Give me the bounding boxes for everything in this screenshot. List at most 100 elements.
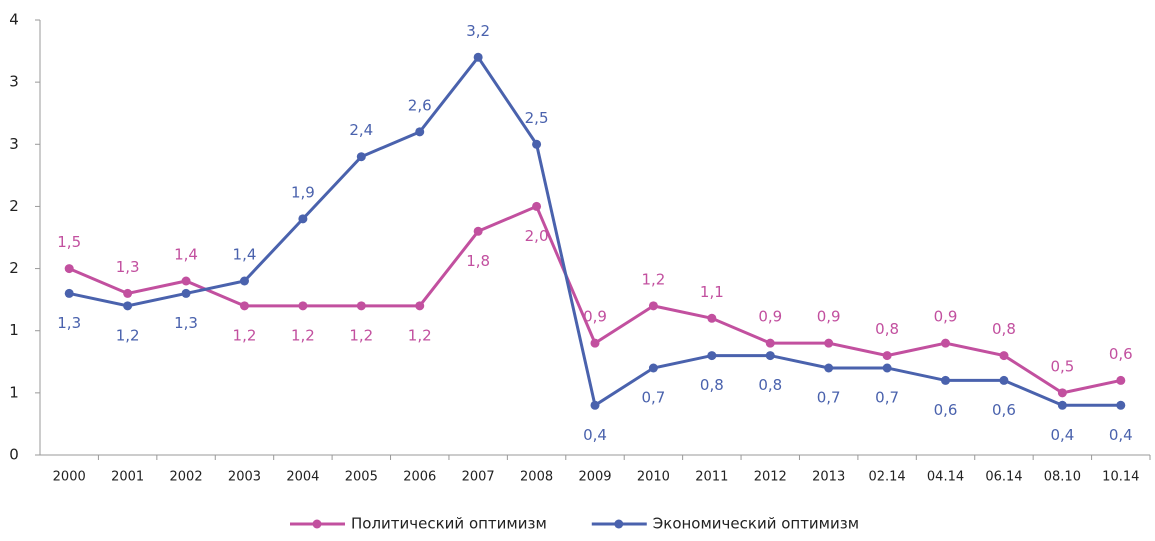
value-label: 0,6 bbox=[1109, 345, 1133, 363]
y-tick-label: 4 bbox=[9, 11, 19, 29]
point bbox=[356, 301, 366, 311]
value-label: 1,3 bbox=[116, 258, 140, 276]
value-label: 1,8 bbox=[466, 252, 490, 270]
point bbox=[999, 375, 1009, 385]
value-label: 0,6 bbox=[934, 401, 958, 419]
value-label: 0,8 bbox=[992, 320, 1016, 338]
y-tick-label: 3 bbox=[9, 73, 19, 91]
y-tick-label: 2 bbox=[9, 197, 19, 215]
point bbox=[298, 214, 308, 224]
y-tick-label: 3 bbox=[9, 135, 19, 153]
value-label: 1,2 bbox=[233, 326, 257, 344]
point bbox=[239, 276, 249, 286]
point bbox=[824, 338, 834, 348]
point bbox=[123, 288, 133, 298]
point bbox=[1116, 375, 1126, 385]
value-label: 1,2 bbox=[641, 270, 665, 288]
value-label: 0,6 bbox=[992, 401, 1016, 419]
x-tick-label: 2008 bbox=[520, 470, 553, 485]
value-label: 0,7 bbox=[641, 389, 665, 407]
value-label: 0,8 bbox=[758, 376, 782, 394]
point bbox=[532, 201, 542, 211]
point bbox=[882, 363, 892, 373]
point bbox=[473, 226, 483, 236]
x-tick-label: 04.14 bbox=[927, 470, 964, 485]
y-tick-label: 0 bbox=[9, 446, 19, 464]
point bbox=[181, 276, 191, 286]
value-label: 0,9 bbox=[583, 308, 607, 326]
value-label: 0,8 bbox=[700, 376, 724, 394]
point bbox=[415, 301, 425, 311]
y-tick-label: 1 bbox=[9, 321, 19, 339]
legend-label: Экономический оптимизм bbox=[653, 515, 859, 533]
value-label: 0,9 bbox=[934, 308, 958, 326]
x-tick-label: 2013 bbox=[812, 470, 845, 485]
value-label: 2,5 bbox=[525, 109, 549, 127]
x-tick-label: 2003 bbox=[228, 470, 261, 485]
x-tick-label: 2011 bbox=[695, 470, 728, 485]
value-label: 1,3 bbox=[57, 314, 81, 332]
y-tick-label: 1 bbox=[9, 383, 19, 401]
point bbox=[648, 301, 658, 311]
point bbox=[1057, 388, 1067, 398]
value-label: 0,7 bbox=[875, 389, 899, 407]
value-label: 1,4 bbox=[233, 246, 257, 264]
point bbox=[473, 52, 483, 62]
x-tick-label: 2010 bbox=[637, 470, 670, 485]
point bbox=[239, 301, 249, 311]
x-tick-label: 02.14 bbox=[868, 470, 905, 485]
value-label: 1,2 bbox=[349, 326, 373, 344]
value-label: 0,4 bbox=[583, 426, 607, 444]
legend-marker bbox=[614, 519, 624, 529]
point bbox=[415, 127, 425, 137]
point bbox=[941, 375, 951, 385]
value-label: 2,4 bbox=[349, 121, 373, 139]
value-label: 0,9 bbox=[758, 308, 782, 326]
point bbox=[532, 139, 542, 149]
point bbox=[298, 301, 308, 311]
value-label: 2,0 bbox=[525, 227, 549, 245]
value-label: 0,5 bbox=[1050, 357, 1074, 375]
point bbox=[824, 363, 834, 373]
x-tick-label: 2006 bbox=[403, 470, 436, 485]
value-label: 0,9 bbox=[817, 308, 841, 326]
legend-marker bbox=[312, 519, 322, 529]
point bbox=[123, 301, 133, 311]
x-tick-label: 08.10 bbox=[1044, 470, 1081, 485]
value-label: 3,2 bbox=[466, 22, 490, 40]
series-line bbox=[68, 204, 1122, 395]
point bbox=[941, 338, 951, 348]
point bbox=[590, 338, 600, 348]
x-tick-label: 2007 bbox=[462, 470, 495, 485]
x-tick-label: 2012 bbox=[754, 470, 787, 485]
point bbox=[707, 313, 717, 323]
x-tick-label: 10.14 bbox=[1102, 470, 1139, 485]
point bbox=[648, 363, 658, 373]
y-tick-label: 2 bbox=[9, 259, 19, 277]
x-tick-label: 2004 bbox=[286, 470, 319, 485]
value-label: 0,4 bbox=[1050, 426, 1074, 444]
value-label: 1,4 bbox=[174, 246, 198, 264]
legend-label: Политический оптимизм bbox=[351, 515, 547, 533]
point bbox=[1116, 400, 1126, 410]
value-label: 0,7 bbox=[817, 389, 841, 407]
value-label: 1,2 bbox=[116, 326, 140, 344]
point bbox=[64, 288, 74, 298]
point bbox=[1057, 400, 1067, 410]
x-tick-label: 06.14 bbox=[985, 470, 1022, 485]
point bbox=[590, 400, 600, 410]
value-label: 1,1 bbox=[700, 283, 724, 301]
value-label: 0,4 bbox=[1109, 426, 1133, 444]
point bbox=[999, 351, 1009, 361]
x-tick-label: 2002 bbox=[170, 470, 203, 485]
point bbox=[356, 152, 366, 162]
point bbox=[882, 351, 892, 361]
value-label: 2,6 bbox=[408, 96, 432, 114]
value-label: 1,9 bbox=[291, 183, 315, 201]
x-tick-label: 2005 bbox=[345, 470, 378, 485]
value-label: 1,5 bbox=[57, 233, 81, 251]
point bbox=[181, 288, 191, 298]
point bbox=[64, 264, 74, 274]
x-tick-label: 2000 bbox=[53, 470, 86, 485]
